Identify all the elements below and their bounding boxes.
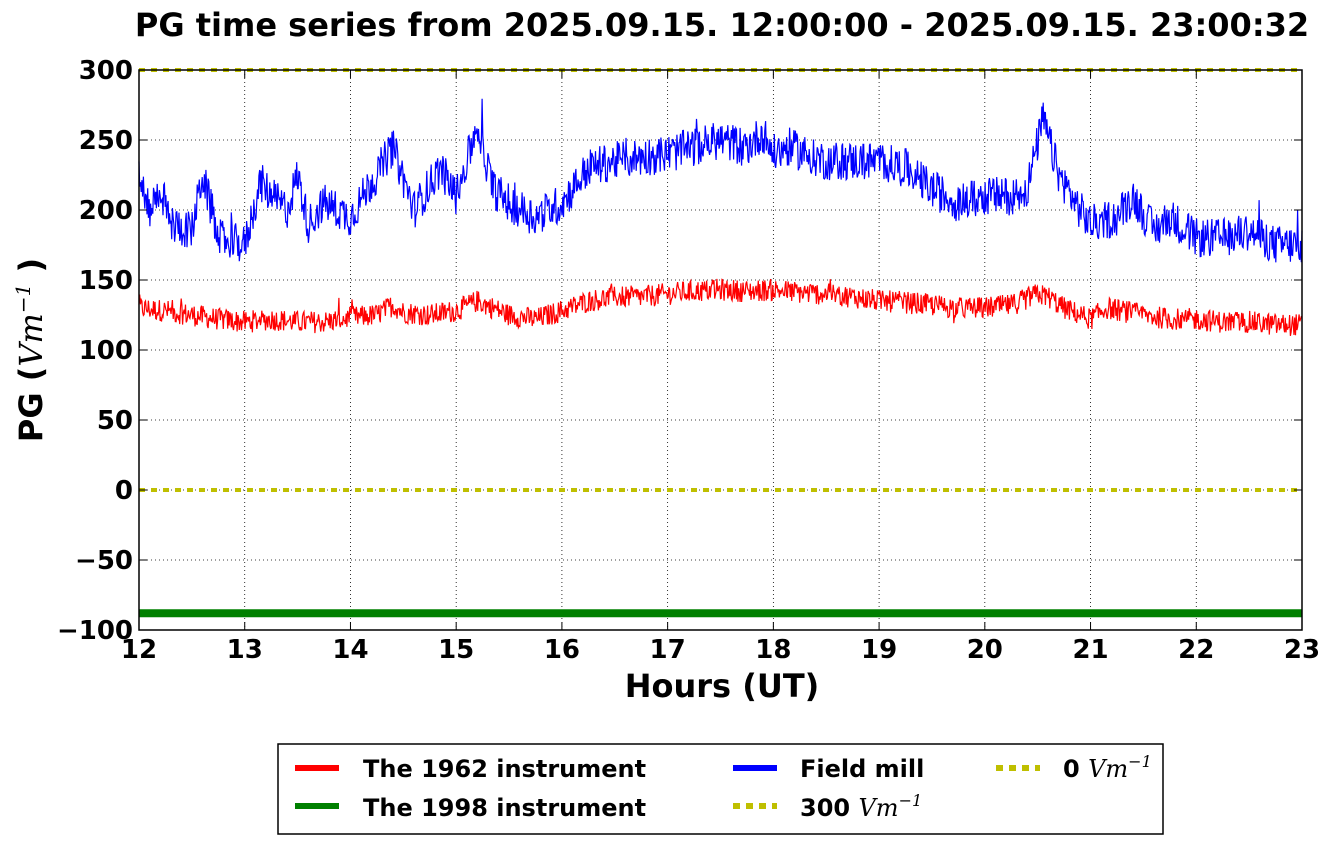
legend: The 1962 instrument The 1998 instrument …	[277, 743, 1164, 835]
x-tick-label: 18	[755, 635, 791, 665]
x-tick-label: 23	[1284, 635, 1320, 665]
x-axis-label: Hours (UT)	[625, 667, 820, 705]
series-lines	[138, 98, 1303, 618]
y-axis-unit-exponent: −1	[11, 284, 35, 313]
series-line-field-mill	[138, 98, 1303, 263]
legend-label-300-exp: −1	[899, 791, 923, 810]
legend-label-0-exp: −1	[1128, 752, 1152, 771]
x-tick-labels: 12 13 14 15 16 17 18 19 20 21 22 23	[121, 635, 1320, 665]
x-tick-label: 22	[1178, 635, 1214, 665]
y-tick-label: 250	[79, 126, 133, 156]
y-tick-label: 100	[79, 336, 133, 366]
legend-box	[277, 743, 1164, 835]
x-tick-label: 19	[861, 635, 897, 665]
tick-marks	[138, 69, 1303, 631]
y-axis-label: PG (Vm−1 )	[11, 258, 50, 442]
y-tick-label: −100	[57, 616, 133, 646]
x-tick-label: 14	[332, 635, 368, 665]
legend-label-field-mill: Field mill	[800, 755, 924, 783]
legend-label-300: 300 Vm−1	[800, 791, 922, 822]
x-tick-label: 21	[1072, 635, 1108, 665]
legend-label-1962: The 1962 instrument	[363, 755, 646, 783]
y-tick-label: 150	[79, 266, 133, 296]
y-tick-label: −50	[75, 546, 133, 576]
grid-lines	[138, 69, 1303, 631]
x-tick-label: 20	[967, 635, 1003, 665]
x-tick-label: 13	[227, 635, 263, 665]
y-tick-label: 50	[97, 406, 133, 436]
y-axis-unit: Vm	[12, 313, 50, 366]
series-line-1962-instrument	[138, 278, 1303, 337]
x-tick-label: 15	[438, 635, 474, 665]
legend-label-0-unit: Vm	[1088, 755, 1128, 783]
x-tick-label: 12	[121, 635, 157, 665]
y-axis-label-text: PG	[12, 392, 50, 442]
y-tick-labels: 300 250 200 150 100 50 0 −50 −100	[57, 56, 133, 646]
y-tick-label: 200	[79, 196, 133, 226]
legend-label-0-value: 0	[1063, 755, 1080, 783]
y-tick-label: 300	[79, 56, 133, 86]
legend-label-300-unit: Vm	[858, 794, 898, 822]
x-tick-label: 17	[650, 635, 686, 665]
chart-title: PG time series from 2025.09.15. 12:00:00…	[135, 6, 1309, 44]
legend-label-0: 0 Vm−1	[1063, 752, 1152, 783]
x-tick-label: 16	[544, 635, 580, 665]
legend-label-1998: The 1998 instrument	[363, 794, 646, 822]
y-tick-label: 0	[115, 476, 133, 506]
legend-label-300-value: 300	[800, 794, 850, 822]
